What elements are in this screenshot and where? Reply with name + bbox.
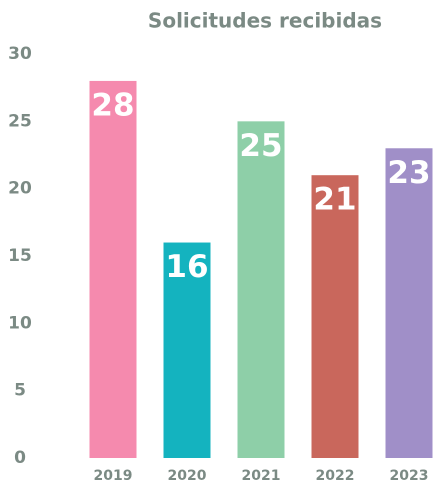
- data-label: 23: [387, 155, 430, 191]
- chart-title: Solicitudes recibidas: [148, 9, 382, 33]
- y-tick-label: 10: [8, 313, 32, 333]
- bar: [311, 175, 359, 458]
- y-tick-label: 5: [14, 381, 26, 401]
- x-tick-label: 2022: [316, 468, 355, 484]
- bar: [89, 80, 137, 458]
- bar: [385, 148, 433, 458]
- data-label: 16: [165, 249, 208, 285]
- y-tick-label: 15: [8, 246, 32, 266]
- y-tick-label: 25: [8, 111, 32, 131]
- y-tick-label: 0: [14, 448, 26, 468]
- data-label: 25: [239, 128, 282, 164]
- bar: [163, 242, 211, 458]
- x-tick-label: 2019: [94, 468, 133, 484]
- data-label: 28: [91, 87, 134, 123]
- x-tick-label: 2020: [168, 468, 207, 484]
- x-tick-label: 2021: [242, 468, 281, 484]
- data-label: 21: [313, 182, 356, 218]
- bar: [237, 121, 285, 458]
- x-tick-label: 2023: [390, 468, 429, 484]
- y-tick-label: 30: [8, 44, 32, 64]
- y-tick-label: 20: [8, 179, 32, 199]
